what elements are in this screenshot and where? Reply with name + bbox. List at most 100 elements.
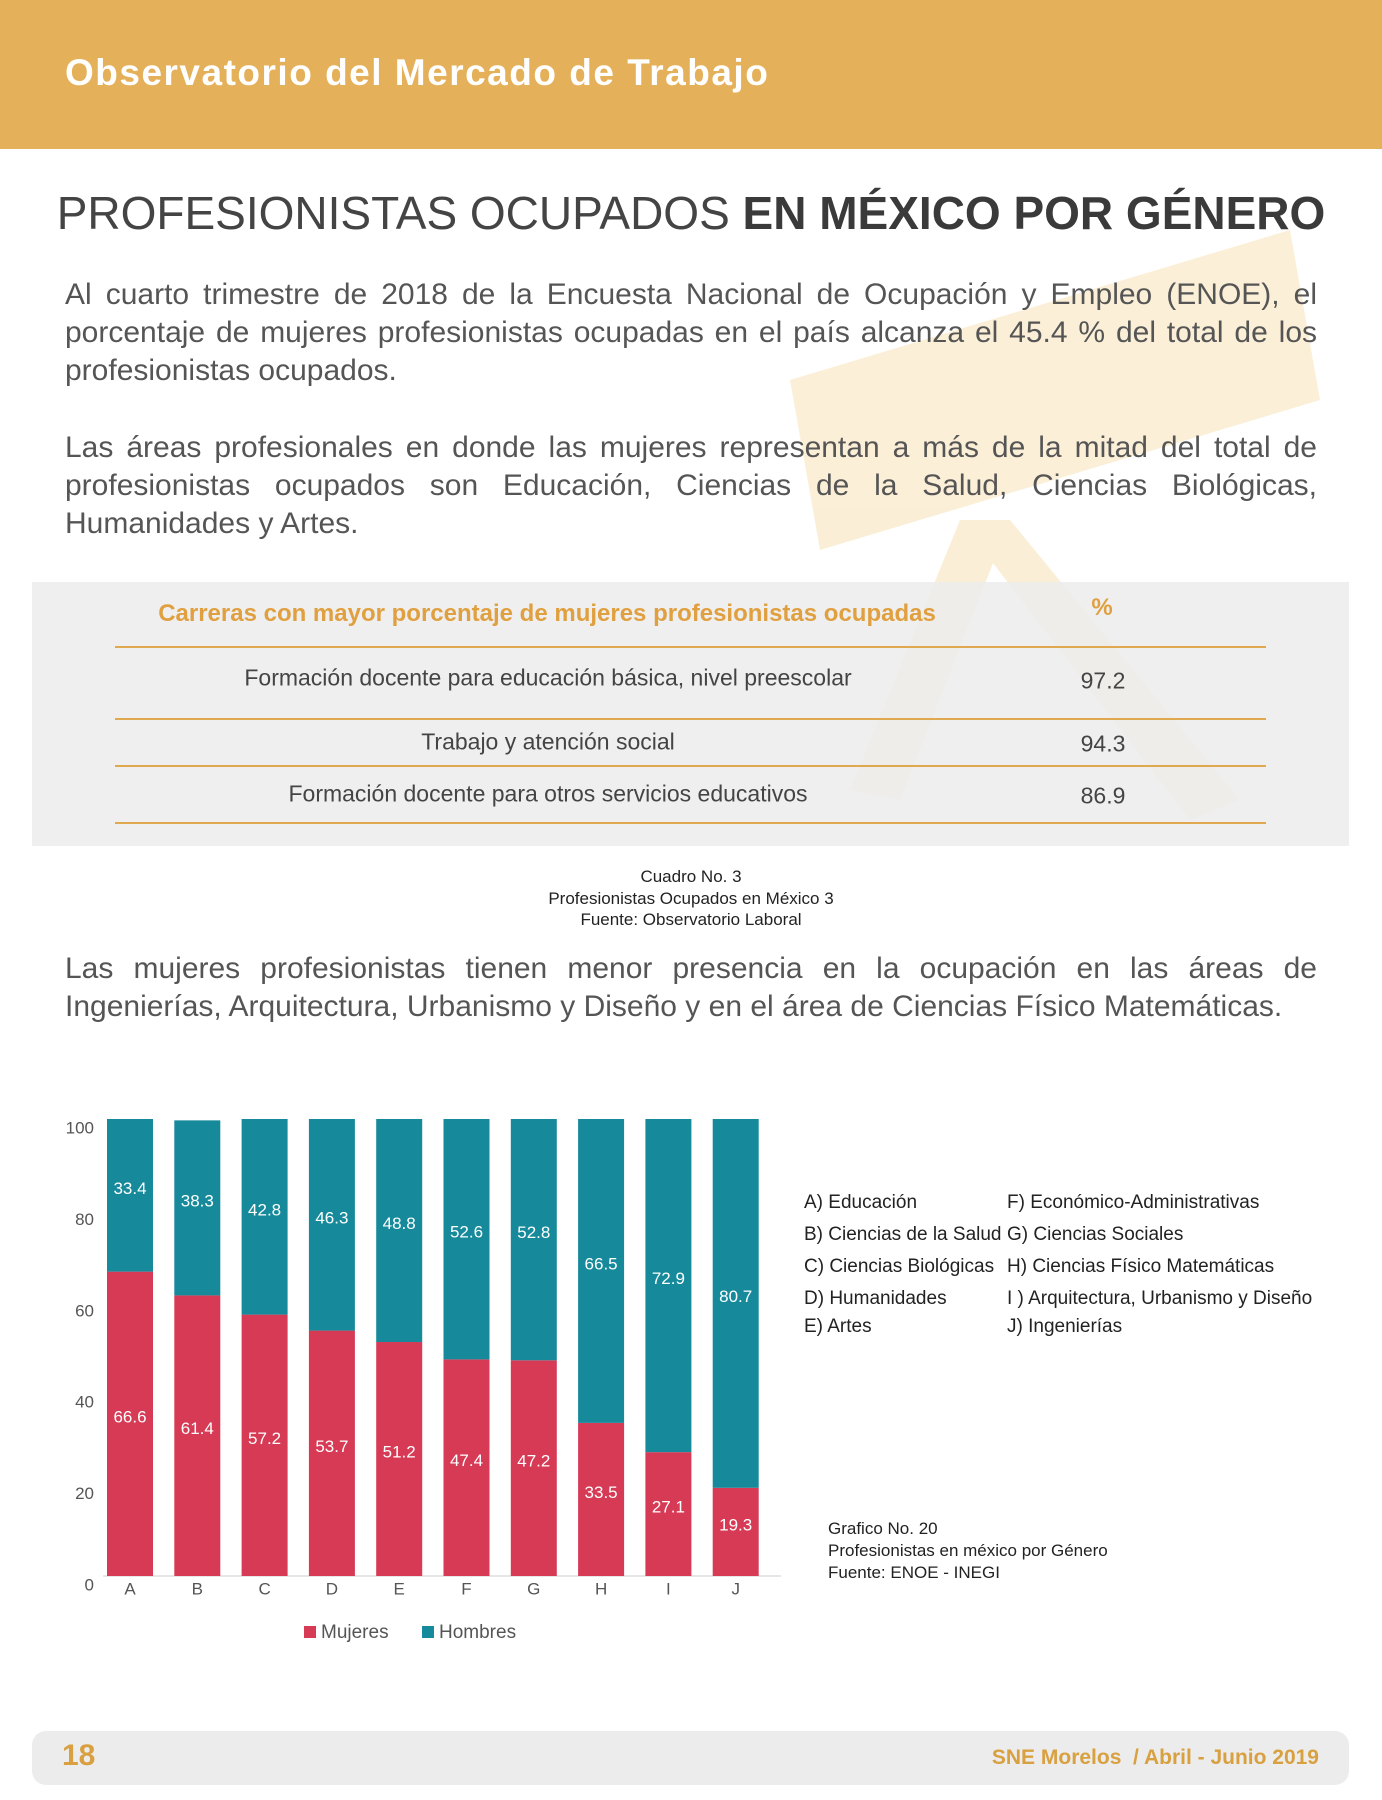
key-item: G) Ciencias Sociales bbox=[1007, 1224, 1184, 1245]
data-label: 38.3 bbox=[181, 1191, 214, 1210]
page-title: PROFESIONISTAS OCUPADOS EN MÉXICO POR GÉ… bbox=[0, 186, 1382, 240]
table-cell: 97.2 bbox=[1080, 667, 1126, 694]
bar-segment bbox=[510, 1360, 557, 1576]
bar-segment bbox=[308, 1330, 355, 1576]
bar-segment bbox=[443, 1359, 490, 1576]
data-label: 66.5 bbox=[585, 1254, 618, 1273]
paragraph: Las mujeres profesionistas tienen menor … bbox=[65, 952, 1317, 1023]
x-tick-label: C bbox=[258, 1579, 270, 1598]
data-label: 61.4 bbox=[181, 1419, 214, 1438]
y-tick-label: 100 bbox=[66, 1118, 94, 1137]
footer: 18 SNE Morelos / Abril - Junio 2019 bbox=[32, 1731, 1349, 1785]
data-label: 57.2 bbox=[248, 1429, 281, 1448]
header-band: Observatorio del Mercado de Trabajo bbox=[0, 0, 1382, 149]
paragraph: Las áreas profesionales en donde las muj… bbox=[65, 431, 1317, 540]
key-item: J) Ingenierías bbox=[1007, 1316, 1123, 1337]
bar-segment bbox=[443, 1119, 490, 1360]
x-tick-label: G bbox=[527, 1579, 540, 1598]
chart: 0 20 40 60 80 100 A 66.6 33.4 B 61.4 38.3 C 57.2 42.8 D… bbox=[66, 1118, 781, 1643]
data-label: 52.8 bbox=[517, 1223, 550, 1242]
legend-label: Mujeres bbox=[321, 1622, 389, 1643]
table-cell: 94.3 bbox=[1080, 730, 1126, 757]
bar-segment bbox=[107, 1271, 153, 1576]
table-rule bbox=[115, 646, 1266, 648]
y-tick-label: 80 bbox=[75, 1210, 94, 1229]
bar-segment bbox=[107, 1119, 153, 1272]
y-tick-label: 20 bbox=[75, 1484, 94, 1503]
page-number: 18 bbox=[62, 1739, 96, 1772]
legend-label: Hombres bbox=[439, 1622, 516, 1643]
table bbox=[32, 582, 1349, 846]
table-rule bbox=[115, 765, 1266, 767]
y-tick-label: 0 bbox=[85, 1575, 94, 1594]
data-label: 27.1 bbox=[652, 1498, 685, 1517]
data-label: 51.2 bbox=[383, 1442, 416, 1461]
data-label: 46.3 bbox=[315, 1208, 348, 1227]
data-label: 66.6 bbox=[113, 1407, 146, 1426]
data-label: 47.4 bbox=[450, 1451, 483, 1470]
table-header: Carreras con mayor porcentaje de mujeres… bbox=[158, 600, 936, 627]
caption-line: Fuente: ENOE - INEGI bbox=[828, 1563, 1000, 1582]
caption-line: Profesionistas en méxico por Género bbox=[828, 1541, 1108, 1560]
title-bold: EN MÉXICO POR GÉNERO bbox=[742, 187, 1326, 239]
bar-segment bbox=[645, 1452, 692, 1576]
key-item: F) Económico-Administrativas bbox=[1007, 1192, 1260, 1213]
table-rule bbox=[115, 718, 1266, 720]
x-tick-label: J bbox=[731, 1579, 740, 1598]
data-label: 48.8 bbox=[383, 1214, 416, 1233]
caption-line: Profesionistas Ocupados en México 3 bbox=[548, 888, 834, 908]
data-label: 80.7 bbox=[719, 1287, 752, 1306]
paragraph: Al cuarto trimestre de 2018 de la Encues… bbox=[65, 278, 1317, 387]
publication: SNE Morelos / Abril - Junio 2019 bbox=[991, 1746, 1319, 1769]
title-light: PROFESIONISTAS OCUPADOS bbox=[56, 187, 730, 239]
bar-segment bbox=[578, 1422, 625, 1576]
data-label: 33.5 bbox=[585, 1483, 618, 1502]
caption-line: Cuadro No. 3 bbox=[640, 867, 742, 886]
legend-swatch bbox=[304, 1626, 316, 1638]
bar-segment bbox=[241, 1314, 288, 1576]
bar-segment bbox=[376, 1119, 423, 1343]
bar-segment bbox=[241, 1119, 288, 1315]
y-tick-label: 60 bbox=[75, 1301, 94, 1320]
chart-caption: Grafico No. 20 Profesionistas en méxico … bbox=[828, 1518, 1108, 1584]
header-title: Observatorio del Mercado de Trabajo bbox=[65, 52, 770, 93]
table-cell: Formación docente para educación básica,… bbox=[244, 664, 852, 691]
key-item: C) Ciencias Biológicas bbox=[804, 1256, 995, 1277]
bar-segment bbox=[376, 1342, 423, 1576]
x-tick-label: D bbox=[326, 1579, 338, 1598]
table-cell: Formación docente para otros servicios e… bbox=[288, 780, 808, 807]
table-cell: 86.9 bbox=[1080, 782, 1126, 809]
x-tick-label: E bbox=[394, 1579, 405, 1598]
x-tick-label: H bbox=[595, 1579, 607, 1598]
caption-line: Grafico No. 20 bbox=[828, 1519, 938, 1538]
x-tick-label: I bbox=[666, 1579, 671, 1598]
bar-segment bbox=[308, 1119, 355, 1331]
data-label: 53.7 bbox=[315, 1437, 348, 1456]
bar-segment bbox=[174, 1295, 221, 1576]
x-tick-label: F bbox=[461, 1579, 471, 1598]
x-tick-label: B bbox=[192, 1579, 203, 1598]
table-caption: Cuadro No. 3 Profesionistas Ocupados en … bbox=[0, 866, 1382, 931]
bar-segment bbox=[510, 1119, 557, 1361]
table-header: % bbox=[1091, 594, 1113, 621]
table-cell: Trabajo y atención social bbox=[421, 728, 675, 755]
key-item: H) Ciencias Físico Matemáticas bbox=[1007, 1256, 1275, 1277]
data-label: 52.6 bbox=[450, 1223, 483, 1242]
key-item: A) Educación bbox=[804, 1192, 918, 1213]
key-item: E) Artes bbox=[804, 1316, 872, 1337]
x-tick-label: A bbox=[124, 1579, 136, 1598]
data-label: 47.2 bbox=[517, 1452, 550, 1471]
data-label: 33.4 bbox=[113, 1179, 146, 1198]
table-rule bbox=[115, 822, 1266, 824]
data-label: 72.9 bbox=[652, 1269, 685, 1288]
bar-segment bbox=[174, 1120, 221, 1296]
data-label: 19.3 bbox=[719, 1515, 752, 1534]
key-item: D) Humanidades bbox=[804, 1288, 947, 1309]
bar-segment bbox=[645, 1119, 692, 1453]
bar-segment bbox=[712, 1487, 759, 1576]
key-item: B) Ciencias de la Salud bbox=[804, 1224, 1002, 1245]
data-label: 42.8 bbox=[248, 1200, 281, 1219]
bar-segment bbox=[712, 1119, 759, 1488]
bar-segment bbox=[578, 1119, 625, 1423]
